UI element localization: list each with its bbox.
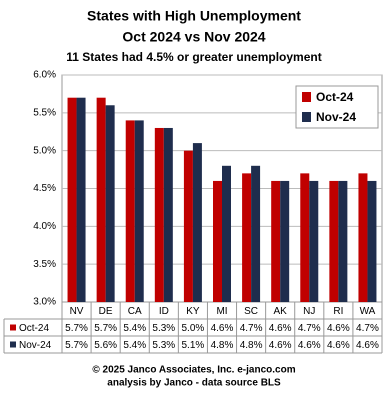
table-row-header: Nov-24 <box>19 340 52 351</box>
x-tick-label: ID <box>159 306 169 317</box>
bar <box>358 173 368 302</box>
table-cell: 5.3% <box>152 340 175 351</box>
table-cell: 4.7% <box>240 323 263 334</box>
bar <box>242 173 252 302</box>
bar <box>154 127 164 302</box>
y-tick-label: 4.5% <box>33 183 56 194</box>
x-tick-label: RI <box>333 306 343 317</box>
bar <box>105 105 115 303</box>
table-cell: 5.7% <box>94 323 117 334</box>
y-tick-label: 3.0% <box>33 297 56 308</box>
bar <box>192 143 202 302</box>
y-tick-label: 4.0% <box>33 221 56 232</box>
table-cell: 4.6% <box>356 340 379 351</box>
bar <box>367 180 377 302</box>
bar <box>125 120 135 303</box>
table-cell: 5.3% <box>152 323 175 334</box>
bar <box>183 150 193 302</box>
table-cell: 4.8% <box>211 340 234 351</box>
bar <box>309 180 319 302</box>
bar <box>67 97 77 302</box>
table-cell: 4.6% <box>211 323 234 334</box>
chart-title: States with High Unemployment <box>87 8 301 24</box>
x-tick-label: SC <box>244 306 258 317</box>
y-tick-label: 3.5% <box>33 259 56 270</box>
bar <box>271 180 281 302</box>
y-tick-label: 5.0% <box>33 145 56 156</box>
table-cell: 5.7% <box>65 340 88 351</box>
table-cell: 5.7% <box>65 323 88 334</box>
chart-note: 11 States had 4.5% or greater unemployme… <box>66 50 321 64</box>
bar <box>300 173 310 302</box>
bar <box>280 180 290 302</box>
bar <box>338 180 348 302</box>
table-cell: 4.7% <box>356 323 379 334</box>
table-cell: 5.4% <box>123 323 146 334</box>
x-tick-label: DE <box>99 306 113 317</box>
bar <box>329 180 339 302</box>
bar <box>163 127 173 302</box>
x-tick-label: WA <box>360 306 376 317</box>
table-cell: 5.0% <box>182 323 205 334</box>
bar <box>96 97 106 302</box>
bar <box>222 165 231 302</box>
footer: © 2025 Janco Associates, Inc. e-janco.co… <box>92 365 295 376</box>
table-cell: 5.1% <box>182 340 205 351</box>
legend-label: Oct-24 <box>316 90 354 104</box>
bar <box>134 120 144 303</box>
x-tick-label: MI <box>216 306 227 317</box>
footer: analysis by Janco - data source BLS <box>107 378 281 389</box>
bar <box>76 97 86 302</box>
x-tick-label: NJ <box>303 306 315 317</box>
legend-key <box>302 112 311 122</box>
x-tick-label: AK <box>274 306 288 317</box>
bar <box>213 180 222 302</box>
table-cell: 5.4% <box>123 340 146 351</box>
table-cell: 4.6% <box>298 340 321 351</box>
table-cell: 5.6% <box>94 340 117 351</box>
table-cell: 4.6% <box>327 323 350 334</box>
table-row-header: Oct-24 <box>19 323 49 334</box>
x-tick-label: KY <box>186 306 200 317</box>
y-tick-label: 6.0% <box>33 70 56 81</box>
table-key <box>10 324 16 331</box>
table-cell: 4.6% <box>269 340 292 351</box>
table-cell: 4.6% <box>269 323 292 334</box>
bar <box>251 165 261 302</box>
legend-label: Nov-24 <box>316 110 356 124</box>
y-tick-label: 5.5% <box>33 107 56 118</box>
chart-subtitle: Oct 2024 vs Nov 2024 <box>122 29 265 45</box>
table-cell: 4.8% <box>240 340 263 351</box>
legend-key <box>302 92 311 102</box>
x-tick-label: CA <box>128 306 142 317</box>
table-cell: 4.6% <box>327 340 350 351</box>
x-tick-label: NV <box>70 306 84 317</box>
table-cell: 4.7% <box>298 323 321 334</box>
table-key <box>10 341 16 348</box>
